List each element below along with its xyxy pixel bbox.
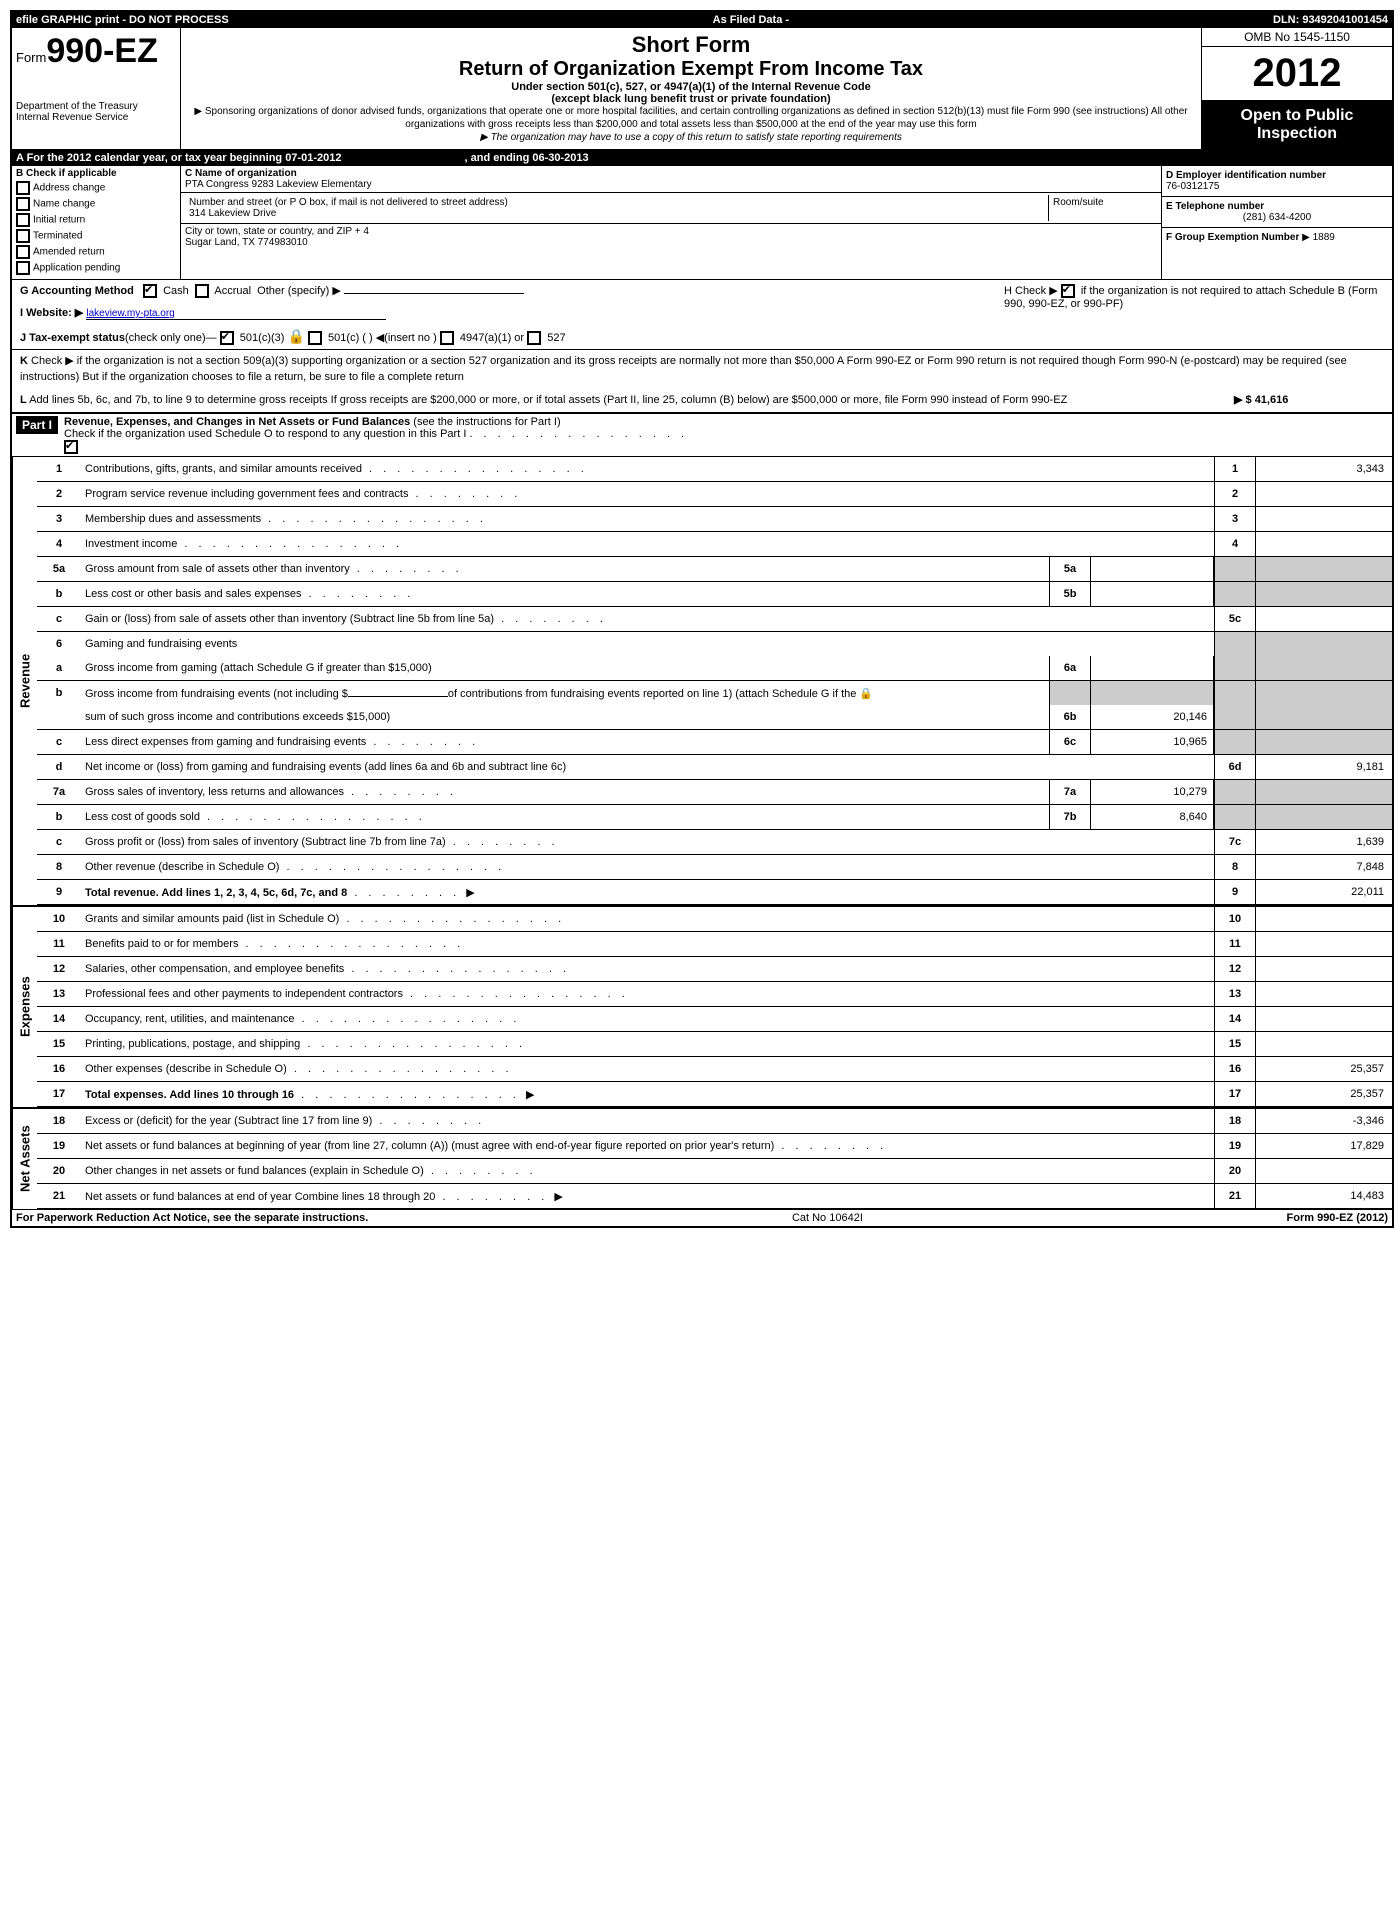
calendar-year-text: A For the 2012 calendar year, or tax yea… <box>16 152 341 164</box>
revenue-section: Revenue 1Contributions, gifts, grants, a… <box>12 457 1392 905</box>
efile-notice: efile GRAPHIC print - DO NOT PROCESS <box>16 14 229 26</box>
org-name: PTA Congress 9283 Lakeview Elementary <box>185 179 1157 190</box>
section-b: B Check if applicable Address change Nam… <box>12 166 181 279</box>
checkbox-terminated[interactable] <box>16 229 30 243</box>
main-title: Return of Organization Exempt From Incom… <box>189 58 1193 81</box>
tax-exempt-label: J Tax-exempt status <box>20 332 125 344</box>
street-label: Number and street (or P O box, if mail i… <box>189 197 1044 208</box>
omb-number: OMB No 1545-1150 <box>1202 28 1392 47</box>
form-ref: Form 990-EZ (2012) <box>1287 1212 1388 1224</box>
right-info-col: D Employer identification number 76-0312… <box>1161 166 1392 279</box>
form-990ez: efile GRAPHIC print - DO NOT PROCESS As … <box>10 10 1394 1228</box>
checkbox-501c3[interactable] <box>220 331 234 345</box>
org-name-label: C Name of organization <box>185 168 1157 179</box>
tax-year: 2012 <box>1202 47 1392 101</box>
expenses-section: Expenses 10Grants and similar amounts pa… <box>12 905 1392 1107</box>
state-note: ▶ The organization may have to use a cop… <box>189 131 1193 144</box>
paperwork-notice: For Paperwork Reduction Act Notice, see … <box>16 1212 368 1224</box>
checkbox-accrual[interactable] <box>195 284 209 298</box>
checkbox-schedule-o[interactable] <box>64 440 78 454</box>
header-row: Form990-EZ Department of the Treasury In… <box>12 28 1392 150</box>
accounting-label: G Accounting Method <box>20 285 134 297</box>
checkbox-initial[interactable] <box>16 213 30 227</box>
checkbox-527[interactable] <box>527 331 541 345</box>
checkbox-address[interactable] <box>16 181 30 195</box>
net-assets-side-label: Net Assets <box>12 1109 37 1209</box>
header-center: Short Form Return of Organization Exempt… <box>181 28 1201 149</box>
top-bar: efile GRAPHIC print - DO NOT PROCESS As … <box>12 12 1392 28</box>
mid-section-ghi: G Accounting Method Cash Accrual Other (… <box>12 280 1392 350</box>
part-1-check-text: Check if the organization used Schedule … <box>64 428 466 440</box>
checkbox-501c[interactable] <box>308 331 322 345</box>
ein-label: D Employer identification number <box>1166 170 1388 181</box>
section-a-bar: A For the 2012 calendar year, or tax yea… <box>12 150 1392 166</box>
part-1-subtitle: (see the instructions for Part I) <box>413 416 560 428</box>
part-1-title: Revenue, Expenses, and Changes in Net As… <box>64 416 410 428</box>
section-k: K Check ▶ if the organization is not a s… <box>12 350 1392 389</box>
part-1-label: Part I <box>16 416 58 434</box>
room-suite-label: Room/suite <box>1049 195 1157 221</box>
cat-no: Cat No 10642I <box>792 1212 863 1224</box>
section-h-check: H Check ▶ <box>1004 285 1058 297</box>
subtitle-section: Under section 501(c), 527, or 4947(a)(1)… <box>189 81 1193 93</box>
phone-label: E Telephone number <box>1166 201 1388 212</box>
open-public-2: Inspection <box>1204 125 1390 143</box>
street-value: 314 Lakeview Drive <box>189 208 1044 219</box>
website-link[interactable]: lakeview.my-pta.org <box>86 308 174 319</box>
form-number: 990-EZ <box>46 32 158 70</box>
footer: For Paperwork Reduction Act Notice, see … <box>12 1209 1392 1226</box>
as-filed: As Filed Data - <box>713 14 789 26</box>
city-label: City or town, state or country, and ZIP … <box>185 226 1157 237</box>
ending-date: , and ending 06-30-2013 <box>465 152 589 164</box>
form-label: Form <box>16 50 46 65</box>
dept-treasury: Department of the Treasury <box>16 101 176 112</box>
group-exemption-value: ▶ 1889 <box>1302 232 1335 243</box>
expenses-side-label: Expenses <box>12 907 37 1107</box>
section-b-header: B Check if applicable <box>16 168 176 179</box>
part-1-header-row: Part I Revenue, Expenses, and Changes in… <box>12 412 1392 457</box>
revenue-side-label: Revenue <box>12 457 37 905</box>
checkbox-amended[interactable] <box>16 245 30 259</box>
checkbox-cash[interactable] <box>143 284 157 298</box>
website-label: I Website: ▶ <box>20 307 83 319</box>
checkbox-4947[interactable] <box>440 331 454 345</box>
header-left: Form990-EZ Department of the Treasury In… <box>12 28 181 149</box>
net-assets-section: Net Assets 18Excess or (deficit) for the… <box>12 1107 1392 1209</box>
dln: DLN: 93492041001454 <box>1273 14 1388 26</box>
open-public-1: Open to Public <box>1204 107 1390 125</box>
section-l: L Add lines 5b, 6c, and 7b, to line 9 to… <box>12 389 1392 412</box>
city-value: Sugar Land, TX 774983010 <box>185 237 1157 248</box>
short-form-title: Short Form <box>189 32 1193 58</box>
checkbox-name[interactable] <box>16 197 30 211</box>
phone-value: (281) 634-4200 <box>1166 212 1388 223</box>
ein-value: 76-0312175 <box>1166 181 1388 192</box>
gross-receipts-value: ▶ $ 41,616 <box>1234 393 1384 408</box>
group-exemption-label: F Group Exemption Number <box>1166 232 1299 243</box>
irs: Internal Revenue Service <box>16 112 176 123</box>
checkbox-pending[interactable] <box>16 261 30 275</box>
sponsor-note: ▶ Sponsoring organizations of donor advi… <box>189 105 1193 131</box>
info-row: B Check if applicable Address change Nam… <box>12 166 1392 280</box>
checkbox-schedule-b[interactable] <box>1061 284 1075 298</box>
header-right: OMB No 1545-1150 2012 Open to Public Ins… <box>1201 28 1392 149</box>
subtitle-except: (except black lung benefit trust or priv… <box>189 93 1193 105</box>
section-c: C Name of organization PTA Congress 9283… <box>181 166 1161 279</box>
